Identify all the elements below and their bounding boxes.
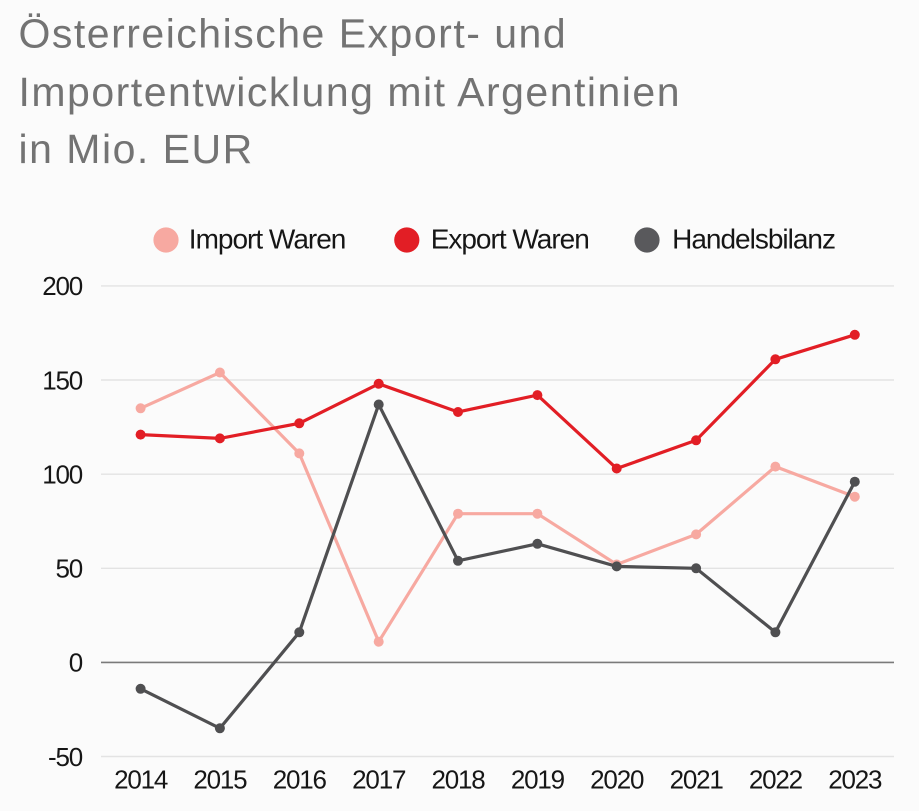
svg-text:2017: 2017 xyxy=(352,765,406,795)
svg-text:2023: 2023 xyxy=(828,765,882,795)
svg-text:100: 100 xyxy=(42,460,83,490)
svg-text:50: 50 xyxy=(55,554,82,584)
svg-text:-50: -50 xyxy=(48,742,83,772)
svg-text:2022: 2022 xyxy=(749,765,803,795)
svg-text:2021: 2021 xyxy=(670,765,724,795)
svg-text:2016: 2016 xyxy=(273,765,327,795)
svg-text:2015: 2015 xyxy=(193,765,247,795)
svg-text:150: 150 xyxy=(42,365,83,395)
svg-text:0: 0 xyxy=(69,648,83,678)
svg-text:Export Waren: Export Waren xyxy=(431,224,589,255)
svg-text:2018: 2018 xyxy=(431,765,485,795)
svg-text:Handelsbilanz: Handelsbilanz xyxy=(672,224,835,255)
svg-text:2019: 2019 xyxy=(511,765,565,795)
svg-text:2014: 2014 xyxy=(114,765,168,795)
svg-text:2020: 2020 xyxy=(590,765,644,795)
svg-text:Import Waren: Import Waren xyxy=(189,224,346,255)
svg-text:200: 200 xyxy=(42,271,83,301)
svg-text:in Mio. EUR: in Mio. EUR xyxy=(19,126,254,172)
svg-text:Importentwicklung mit Argentin: Importentwicklung mit Argentinien xyxy=(19,69,682,115)
svg-text:Österreichische Export- und: Österreichische Export- und xyxy=(19,10,568,56)
